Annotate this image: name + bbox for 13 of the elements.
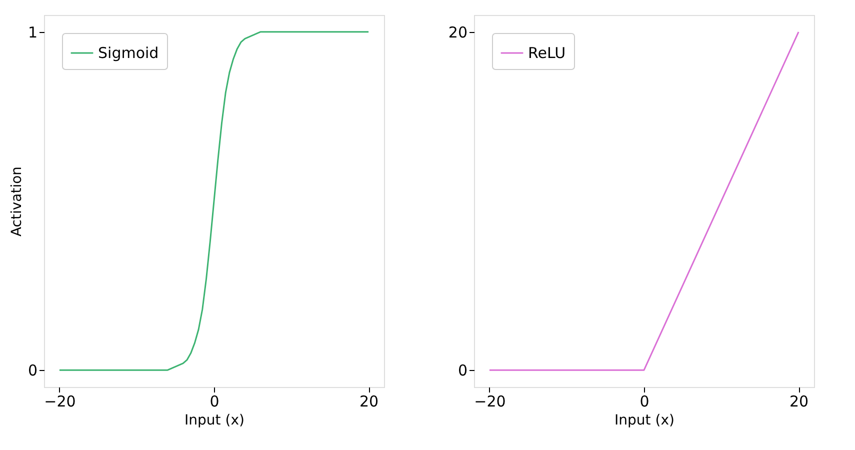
x-tick-label: 0 <box>640 392 650 410</box>
x-tick-label: −20 <box>44 392 76 410</box>
legend-label: Sigmoid <box>98 44 159 62</box>
x-tick-label: 20 <box>360 392 379 410</box>
x-tick-label: 0 <box>210 392 220 410</box>
y-tick-label: 1 <box>28 23 38 42</box>
y-axis-title: Activation <box>8 166 25 237</box>
x-axis-title: Input (x) <box>614 412 674 428</box>
line-series <box>58 31 370 371</box>
legend-label: ReLU <box>528 44 566 62</box>
x-axis-title: Input (x) <box>184 412 244 428</box>
x-tick-label: 20 <box>790 392 809 410</box>
x-tick-label: −20 <box>474 392 506 410</box>
